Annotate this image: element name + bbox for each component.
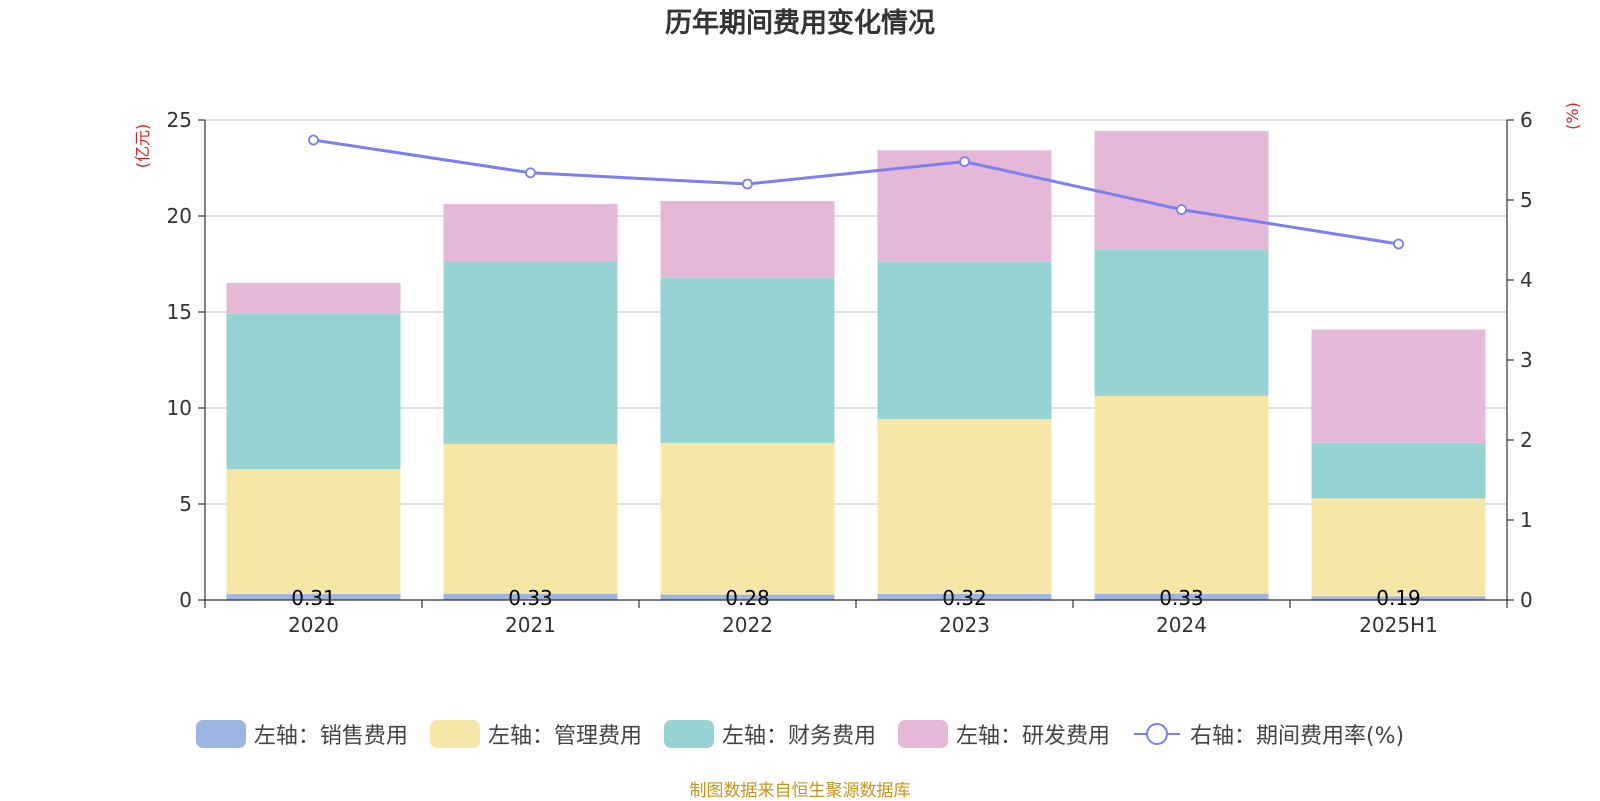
bar-segment	[1094, 130, 1269, 250]
data-labels: 0.31 0.33 0.28 0.32 0.33 0.19	[291, 586, 1421, 610]
legend-swatch-admin	[429, 720, 480, 748]
rate-point	[742, 178, 753, 190]
legend-item-rnd[interactable]: 左轴：研发费用	[897, 718, 1110, 750]
x-tick-label: 2025H1	[1359, 613, 1438, 637]
legend-item-rate[interactable]: 右轴：期间费用率(%)	[1132, 718, 1404, 750]
bar-segment	[1311, 498, 1486, 597]
rate-point	[959, 156, 970, 168]
bar-segment	[1094, 395, 1269, 594]
bar-segment	[877, 419, 1052, 594]
legend-swatch-rnd	[897, 720, 948, 748]
bar-segment	[660, 442, 835, 595]
source-note: 制图数据来自恒生聚源数据库	[689, 781, 911, 801]
bar-segment	[1311, 596, 1486, 600]
bar-data-label: 0.33	[1159, 586, 1204, 610]
bar-segment	[660, 201, 835, 278]
right-tick-label: 1	[1520, 508, 1533, 532]
legend-label-rnd: 左轴：研发费用	[955, 724, 1110, 749]
legend-item-sales[interactable]: 左轴：销售费用	[195, 718, 408, 750]
bar-segment	[443, 443, 618, 594]
left-tick-label: 25	[167, 108, 192, 132]
left-tick-label: 20	[167, 204, 192, 228]
x-tick-label: 2022	[722, 613, 773, 637]
legend-swatch-sales	[195, 720, 246, 748]
x-tick-label: 2020	[288, 613, 339, 637]
left-tick-label: 5	[179, 492, 192, 516]
legend-label-sales: 左轴：销售费用	[253, 724, 408, 749]
bar-segment	[443, 593, 618, 600]
legend-label-rate: 右轴：期间费用率(%)	[1189, 724, 1405, 749]
bar-segment	[660, 277, 835, 443]
rate-point	[1393, 238, 1404, 250]
legend: 左轴：销售费用 左轴：管理费用 左轴：财务费用 左轴：研发费用 右轴：期间费用率…	[0, 716, 1600, 752]
bar-segment	[1311, 442, 1486, 499]
legend-label-finance: 左轴：财务费用	[721, 724, 876, 749]
rate-line	[308, 134, 1404, 250]
right-tick-label: 4	[1520, 268, 1533, 292]
bar-data-label: 0.19	[1376, 586, 1421, 610]
left-axis-label: (亿元)	[133, 124, 152, 169]
right-axis-label: (%)	[1563, 102, 1582, 130]
legend-item-admin[interactable]: 左轴：管理费用	[429, 718, 642, 750]
legend-label-admin: 左轴：管理费用	[487, 724, 642, 749]
bar-segment	[1094, 593, 1269, 600]
axes: 0 5 10 15 20 25 0 1 2 3 4 5 6 2020 2021 2022 2023 2024 202…	[167, 108, 1533, 637]
grid	[205, 119, 1507, 505]
bars	[226, 130, 1486, 600]
bar-segment	[226, 469, 401, 595]
bar-segment	[1311, 329, 1486, 443]
bar-segment	[226, 594, 401, 600]
rate-point	[1176, 204, 1187, 216]
legend-swatch-finance	[663, 720, 714, 748]
right-tick-label: 6	[1520, 108, 1533, 132]
bar-segment	[1094, 249, 1269, 396]
legend-item-finance[interactable]: 左轴：财务费用	[663, 718, 876, 750]
x-tick-label: 2023	[939, 613, 990, 637]
bar-segment	[877, 593, 1052, 600]
bar-segment	[443, 261, 618, 444]
x-tick-label: 2024	[1156, 613, 1207, 637]
rate-point	[308, 134, 319, 146]
bar-data-label: 0.31	[291, 586, 336, 610]
bar-data-label: 0.28	[725, 586, 770, 610]
left-tick-label: 0	[179, 588, 192, 612]
right-tick-label: 5	[1520, 188, 1533, 212]
bar-segment	[877, 261, 1052, 420]
legend-line-marker-icon	[1133, 723, 1180, 745]
x-tick-label: 2021	[505, 613, 556, 637]
left-tick-label: 10	[167, 396, 192, 420]
right-tick-label: 3	[1520, 348, 1533, 372]
chart-title: 历年期间费用变化情况	[665, 7, 935, 39]
right-tick-label: 0	[1520, 588, 1533, 612]
bar-segment	[660, 594, 835, 600]
bar-data-label: 0.32	[942, 586, 987, 610]
rate-point	[525, 167, 536, 179]
bar-segment	[226, 313, 401, 470]
chart: 历年期间费用变化情况 0.31 0.33 0.28 0.32 0.33 0.19 0510…	[133, 7, 1582, 637]
rate-line-path	[313, 138, 1399, 246]
left-tick-label: 15	[167, 300, 192, 324]
bar-segment	[226, 283, 401, 314]
bar-segment	[443, 203, 618, 262]
bar-data-label: 0.33	[508, 586, 553, 610]
right-tick-label: 2	[1520, 428, 1533, 452]
